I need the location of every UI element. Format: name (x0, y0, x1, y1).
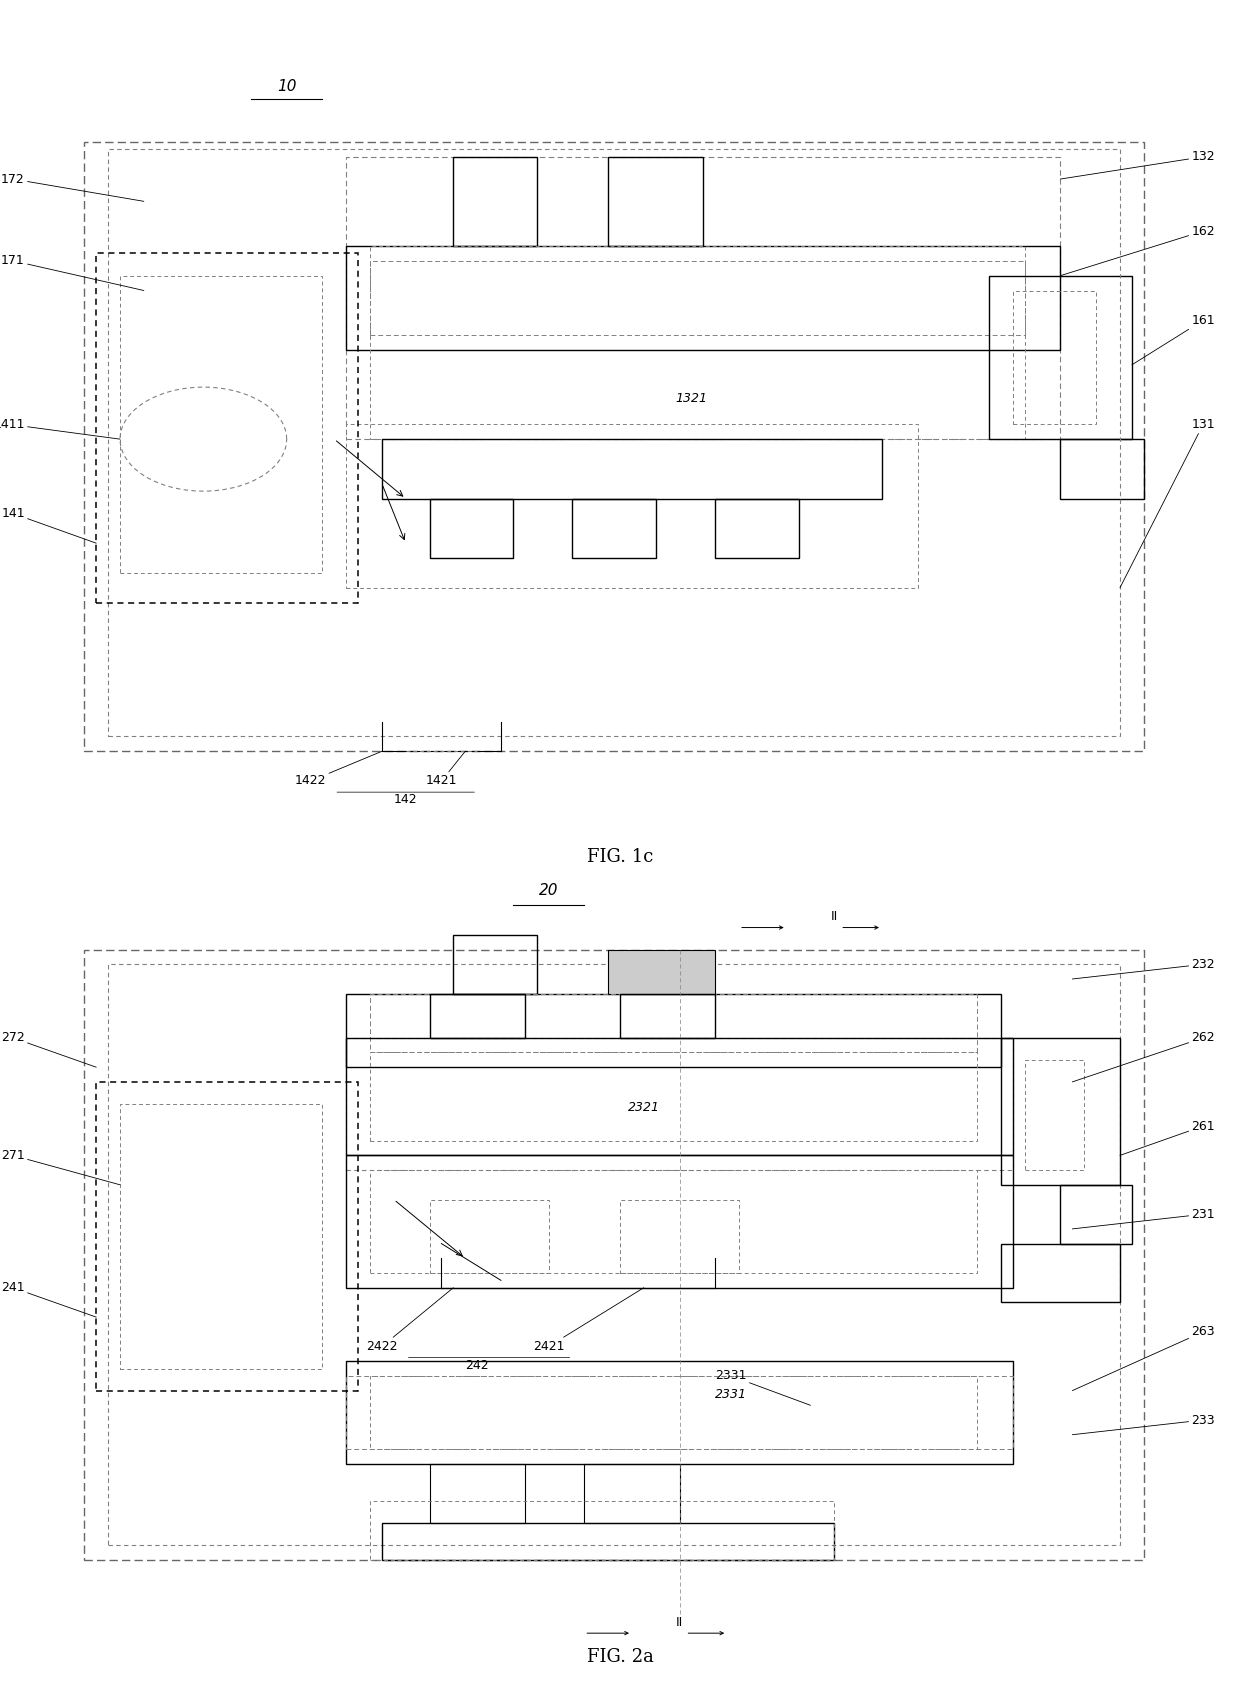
Bar (370, 1502, 835, 1559)
Bar (108, 964, 1120, 1545)
Text: 1421: 1421 (425, 752, 465, 787)
Bar (346, 424, 918, 588)
Bar (120, 1105, 322, 1368)
Text: 162: 162 (1060, 225, 1215, 275)
Text: 2321: 2321 (627, 1101, 660, 1115)
Text: 2422: 2422 (366, 1287, 454, 1353)
Bar (370, 1052, 977, 1140)
Bar (346, 247, 1060, 350)
Bar (608, 949, 715, 993)
Bar (608, 157, 703, 247)
Bar (346, 1361, 1013, 1464)
Bar (990, 275, 1132, 439)
Text: 1411: 1411 (0, 417, 120, 439)
Text: II: II (676, 1616, 683, 1628)
Text: 2331: 2331 (715, 1388, 748, 1400)
Bar (346, 1155, 1013, 1287)
Text: 172: 172 (1, 172, 144, 201)
Text: 242: 242 (465, 1358, 489, 1371)
Bar (454, 157, 537, 247)
Bar (84, 142, 1143, 752)
Bar (573, 498, 656, 557)
Text: FIG. 2a: FIG. 2a (587, 1648, 653, 1665)
Text: 231: 231 (1073, 1208, 1215, 1230)
Bar (346, 1037, 1013, 1155)
Bar (1001, 1243, 1120, 1302)
Bar (382, 439, 882, 498)
Bar (346, 1377, 1013, 1449)
Text: 263: 263 (1073, 1326, 1215, 1390)
Bar (429, 498, 513, 557)
Text: 20: 20 (539, 883, 558, 899)
Text: 161: 161 (1132, 314, 1215, 365)
Bar (584, 1464, 680, 1523)
Text: 1321: 1321 (676, 392, 708, 405)
Text: 272: 272 (1, 1032, 97, 1067)
Bar (620, 993, 715, 1037)
Text: 2421: 2421 (533, 1287, 644, 1353)
Bar (1013, 291, 1096, 424)
Text: 261: 261 (1120, 1120, 1215, 1155)
Bar (370, 993, 977, 1052)
Text: 232: 232 (1073, 958, 1215, 980)
Text: FIG. 1c: FIG. 1c (587, 848, 653, 866)
Bar (382, 1523, 835, 1559)
Bar (346, 993, 1001, 1067)
Bar (370, 260, 1024, 334)
Bar (620, 1199, 739, 1274)
Bar (1001, 1037, 1120, 1184)
Bar (370, 1170, 977, 1274)
Bar (120, 275, 322, 573)
Bar (97, 253, 358, 603)
Text: 2331: 2331 (715, 1370, 811, 1405)
Bar (1060, 1184, 1132, 1243)
Text: 10: 10 (277, 79, 296, 93)
Bar (1060, 439, 1143, 498)
Text: 141: 141 (1, 507, 97, 544)
Bar (108, 149, 1120, 736)
Bar (370, 247, 1024, 439)
Bar (454, 936, 537, 993)
Text: 171: 171 (1, 255, 144, 291)
Bar (97, 1083, 358, 1390)
Bar (84, 949, 1143, 1559)
Bar (429, 1464, 525, 1523)
Text: II: II (831, 910, 838, 924)
Bar (346, 1037, 1013, 1170)
Bar (715, 498, 799, 557)
Text: 233: 233 (1073, 1414, 1215, 1434)
Bar (346, 157, 1060, 439)
Text: 241: 241 (1, 1282, 97, 1317)
Text: 262: 262 (1073, 1032, 1215, 1083)
Text: 142: 142 (394, 794, 418, 806)
Text: 132: 132 (1060, 150, 1215, 179)
Text: 131: 131 (1120, 417, 1215, 588)
Bar (429, 993, 525, 1037)
Text: 1422: 1422 (295, 752, 382, 787)
Bar (370, 1377, 977, 1449)
Text: 271: 271 (1, 1149, 120, 1184)
Bar (1024, 1061, 1084, 1170)
Bar (429, 1199, 548, 1274)
